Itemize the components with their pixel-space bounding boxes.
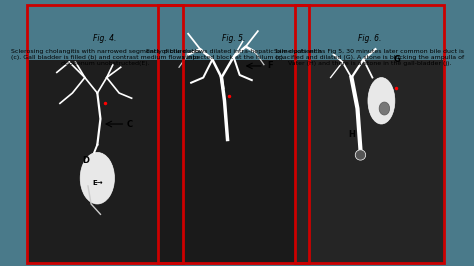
Text: Fig. 6.: Fig. 6. (358, 34, 381, 43)
Text: G: G (393, 55, 400, 64)
Text: D: D (82, 156, 89, 165)
Text: Early picture shows dilated intra-hepatic bile ducts with
suspected block at the: Early picture shows dilated intra-hepati… (146, 49, 321, 60)
Ellipse shape (80, 152, 115, 204)
FancyBboxPatch shape (158, 60, 310, 263)
Text: Sclerosing cholangitis with narrowed segments of bile ducts
(c). Gall bladder is: Sclerosing cholangitis with narrowed seg… (10, 49, 200, 66)
FancyBboxPatch shape (27, 60, 183, 263)
FancyBboxPatch shape (295, 60, 444, 263)
Text: Fig. 5.: Fig. 5. (222, 34, 245, 43)
Text: Same patient as Fig 5, 30 minutes later common bile duct is
opacified and dilate: Same patient as Fig 5, 30 minutes later … (274, 49, 465, 66)
Text: E→: E→ (92, 180, 103, 186)
Text: F: F (267, 61, 273, 70)
Ellipse shape (379, 102, 390, 115)
Text: Fig. 4.: Fig. 4. (93, 34, 117, 43)
Ellipse shape (368, 78, 395, 124)
Text: H: H (348, 130, 356, 139)
Ellipse shape (355, 150, 366, 160)
Text: C: C (127, 119, 133, 128)
